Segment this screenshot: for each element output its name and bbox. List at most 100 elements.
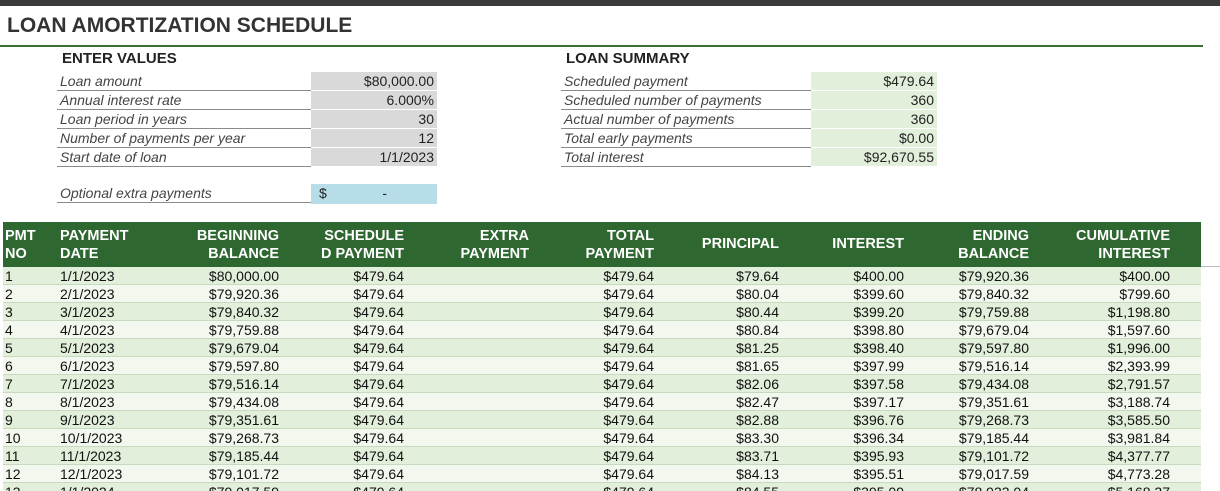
- field-value-box: [311, 184, 437, 204]
- table-cell: $79,679.04: [208, 340, 279, 356]
- section-heading: ENTER VALUES: [62, 50, 177, 67]
- table-cell: $80.44: [736, 304, 779, 320]
- table-cell: $396.76: [853, 412, 904, 428]
- table-row-bg: [3, 429, 1201, 447]
- table-cell: $79,434.08: [958, 376, 1029, 392]
- table-cell: $479.64: [603, 483, 654, 491]
- field-value: 12: [311, 129, 437, 148]
- table-row-bg: [3, 465, 1201, 483]
- field-value: 1/1/2023: [311, 148, 437, 167]
- table-cell: $79,516.14: [208, 376, 279, 392]
- table-cell: 5/1/2023: [60, 340, 115, 356]
- table-cell: 11/1/2023: [60, 448, 122, 464]
- table-cell: $83.71: [736, 448, 779, 464]
- table-cell: $398.80: [853, 322, 904, 338]
- column-header: PRINCIPAL: [701, 236, 779, 252]
- table-cell: 1: [5, 268, 13, 284]
- table-row-bg: [3, 375, 1201, 393]
- table-cell: $479.64: [603, 430, 654, 446]
- table-cell: 3: [5, 304, 13, 320]
- column-header: TOTAL: [607, 228, 654, 244]
- table-cell: 12: [5, 466, 21, 482]
- table-cell: $82.06: [736, 376, 779, 392]
- table-row-bg: [3, 411, 1201, 429]
- table-header-bg: [3, 222, 1201, 267]
- field-value: $479.64: [811, 72, 937, 91]
- table-cell: $79,101.72: [208, 466, 279, 482]
- table-cell: $80.84: [736, 322, 779, 338]
- table-cell: 11: [5, 448, 20, 464]
- table-cell: 10/1/2023: [60, 430, 123, 446]
- table-cell: $79,597.80: [208, 358, 279, 374]
- field-value: -: [382, 185, 387, 201]
- table-cell: $79,597.80: [958, 340, 1029, 356]
- column-header: SCHEDULE: [324, 228, 404, 244]
- table-row-bg: [3, 339, 1201, 357]
- field-label: Loan amount: [57, 72, 311, 91]
- table-cell: $397.17: [853, 394, 904, 410]
- table-cell: $1,996.00: [1107, 340, 1170, 356]
- table-cell: $79,679.04: [958, 322, 1029, 338]
- column-header: INTEREST: [1098, 246, 1170, 262]
- table-cell: 13: [5, 483, 21, 491]
- table-cell: $84.55: [736, 483, 779, 491]
- table-cell: $479.64: [603, 286, 654, 302]
- field-label: Optional extra payments: [57, 184, 311, 203]
- column-header: CUMULATIVE: [1076, 228, 1170, 244]
- table-cell: $397.58: [853, 376, 904, 392]
- table-cell: $79,920.36: [958, 268, 1029, 284]
- table-cell: $1,198.80: [1107, 304, 1170, 320]
- table-cell: 5: [5, 340, 13, 356]
- table-cell: $79,185.44: [208, 448, 279, 464]
- table-cell: 7: [5, 376, 13, 392]
- currency-symbol: $: [319, 185, 327, 201]
- table-cell: $799.60: [1119, 286, 1170, 302]
- field-label: Loan period in years: [57, 110, 311, 129]
- table-cell: $479.64: [353, 376, 404, 392]
- table-cell: $3,981.84: [1107, 430, 1170, 446]
- table-cell: $79,101.72: [958, 448, 1029, 464]
- table-cell: $479.64: [353, 466, 404, 482]
- table-cell: $4,773.28: [1107, 466, 1170, 482]
- table-cell: $79,516.14: [958, 358, 1029, 374]
- table-cell: $479.64: [353, 340, 404, 356]
- table-cell: $479.64: [353, 430, 404, 446]
- table-cell: 8: [5, 394, 13, 410]
- table-cell: $81.25: [736, 340, 779, 356]
- table-cell: $396.34: [853, 430, 904, 446]
- table-cell: $395.09: [853, 483, 904, 491]
- table-cell: $479.64: [353, 412, 404, 428]
- table-cell: $80,000.00: [208, 268, 279, 284]
- table-cell: $479.64: [603, 412, 654, 428]
- gridline: [1201, 266, 1220, 267]
- table-cell: 3/1/2023: [60, 304, 115, 320]
- column-header: INTEREST: [832, 236, 904, 252]
- field-value: 360: [811, 91, 937, 110]
- table-cell: $79.64: [736, 268, 779, 284]
- table-row-bg: [3, 303, 1201, 321]
- table-cell: $79,185.44: [958, 430, 1029, 446]
- table-cell: $399.20: [853, 304, 904, 320]
- field-label: Scheduled payment: [561, 72, 811, 91]
- table-cell: $79,017.59: [958, 466, 1029, 482]
- table-row-bg: [3, 285, 1201, 303]
- table-cell: $5,168.37: [1108, 483, 1170, 491]
- table-cell: 4/1/2023: [60, 322, 115, 338]
- table-cell: $78,933.04: [959, 483, 1029, 491]
- table-cell: $79,840.32: [958, 286, 1029, 302]
- table-cell: $82.47: [736, 394, 779, 410]
- table-cell: 7/1/2023: [60, 376, 115, 392]
- table-row-bg: [3, 321, 1201, 339]
- field-value: $80,000.00: [311, 72, 437, 91]
- field-value: $92,670.55: [811, 148, 937, 167]
- table-cell: $479.64: [603, 466, 654, 482]
- table-cell: 1/1/2023: [60, 268, 115, 284]
- field-value: $0.00: [811, 129, 937, 148]
- table-cell: $79,434.08: [208, 394, 279, 410]
- table-cell: $395.93: [853, 448, 904, 464]
- table-cell: $400.00: [1119, 268, 1170, 284]
- table-cell: $83.30: [736, 430, 779, 446]
- table-cell: $84.13: [736, 466, 779, 482]
- table-cell: $79,759.88: [958, 304, 1029, 320]
